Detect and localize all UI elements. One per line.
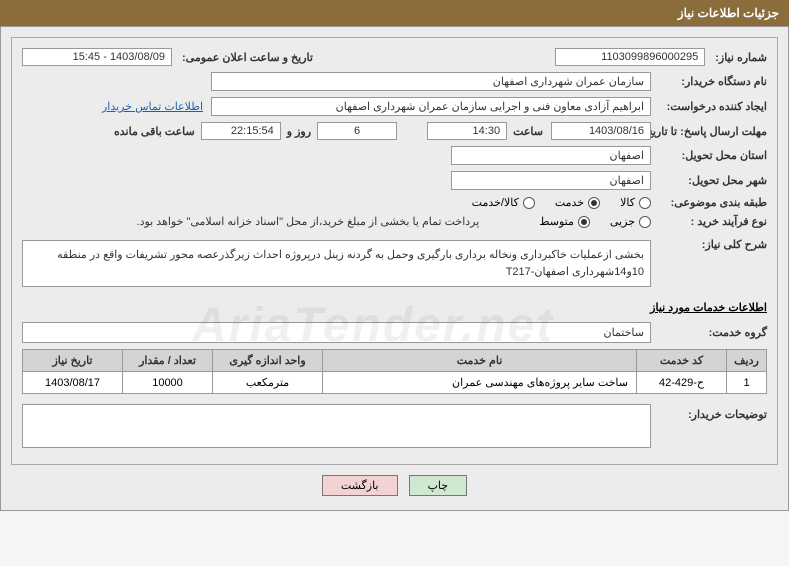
remain-label: ساعت باقی مانده xyxy=(114,125,195,138)
td-qty: 10000 xyxy=(123,372,213,394)
th-name: نام خدمت xyxy=(323,350,637,372)
city-value: اصفهان xyxy=(451,171,651,190)
announce-label: تاریخ و ساعت اعلان عمومی: xyxy=(182,51,313,64)
buyer-org-label: نام دستگاه خریدار: xyxy=(657,75,767,88)
td-unit: مترمکعب xyxy=(213,372,323,394)
service-table: ردیف کد خدمت نام خدمت واحد اندازه گیری ت… xyxy=(22,349,767,394)
th-qty: تعداد / مقدار xyxy=(123,350,213,372)
desc-value: بخشی ازعملیات خاکبرداری ونخاله برداری با… xyxy=(22,240,651,287)
panel-header: جزئیات اطلاعات نیاز xyxy=(0,0,789,26)
remain-time-value: 22:15:54 xyxy=(201,122,281,140)
radio-kala-label: کالا xyxy=(620,196,635,209)
td-row: 1 xyxy=(727,372,767,394)
radio-partial-label: جزیی xyxy=(610,215,635,228)
radio-medium[interactable] xyxy=(578,216,590,228)
deadline-label: مهلت ارسال پاسخ: تا تاریخ: xyxy=(657,125,767,138)
radio-both-label: کالا/خدمت xyxy=(472,196,519,209)
radio-both[interactable] xyxy=(523,197,535,209)
announce-value: 1403/08/09 - 15:45 xyxy=(22,48,172,66)
need-no-label: شماره نیاز: xyxy=(715,51,767,64)
deadline-time-value: 14:30 xyxy=(427,122,507,140)
td-code: ح-429-42 xyxy=(637,372,727,394)
service-section-title: اطلاعات خدمات مورد نیاز xyxy=(22,301,767,314)
group-value: ساختمان xyxy=(22,322,651,343)
province-value: اصفهان xyxy=(451,146,651,165)
th-row: ردیف xyxy=(727,350,767,372)
radio-kala[interactable] xyxy=(639,197,651,209)
back-button[interactable]: بازگشت xyxy=(322,475,398,496)
desc-label: شرح کلی نیاز: xyxy=(657,238,767,251)
deadline-date-value: 1403/08/16 xyxy=(551,122,651,140)
td-name: ساخت سایر پروژه‌های مهندسی عمران xyxy=(323,372,637,394)
table-row: 1 ح-429-42 ساخت سایر پروژه‌های مهندسی عم… xyxy=(23,372,767,394)
radio-partial[interactable] xyxy=(639,216,651,228)
buyer-notes-label: توضیحات خریدار: xyxy=(657,408,767,421)
time-label: ساعت xyxy=(513,125,543,138)
th-date: تاریخ نیاز xyxy=(23,350,123,372)
radio-service[interactable] xyxy=(588,197,600,209)
radio-service-label: خدمت xyxy=(555,196,584,209)
payment-note: پرداخت تمام یا بخشی از مبلغ خرید،از محل … xyxy=(137,215,480,228)
contact-link[interactable]: اطلاعات تماس خریدار xyxy=(102,100,203,113)
panel-title: جزئیات اطلاعات نیاز xyxy=(678,6,779,20)
need-no-value: 1103099896000295 xyxy=(555,48,705,66)
buyer-org-value: سازمان عمران شهرداری اصفهان xyxy=(211,72,651,91)
table-header-row: ردیف کد خدمت نام خدمت واحد اندازه گیری ت… xyxy=(23,350,767,372)
buyer-notes-value xyxy=(22,404,651,448)
print-button[interactable]: چاپ xyxy=(409,475,468,496)
days-and-label: روز و xyxy=(287,125,311,138)
th-code: کد خدمت xyxy=(637,350,727,372)
days-value: 6 xyxy=(317,122,397,140)
requester-label: ایجاد کننده درخواست: xyxy=(657,100,767,113)
group-label: گروه خدمت: xyxy=(657,326,767,339)
radio-medium-label: متوسط xyxy=(539,215,574,228)
city-label: شهر محل تحویل: xyxy=(657,174,767,187)
category-label: طبقه بندی موضوعی: xyxy=(657,196,767,209)
province-label: استان محل تحویل: xyxy=(657,149,767,162)
td-date: 1403/08/17 xyxy=(23,372,123,394)
th-unit: واحد اندازه گیری xyxy=(213,350,323,372)
proc-label: نوع فرآیند خرید : xyxy=(657,215,767,228)
requester-value: ابراهیم آزادی معاون فنی و اجرایی سازمان … xyxy=(211,97,651,116)
